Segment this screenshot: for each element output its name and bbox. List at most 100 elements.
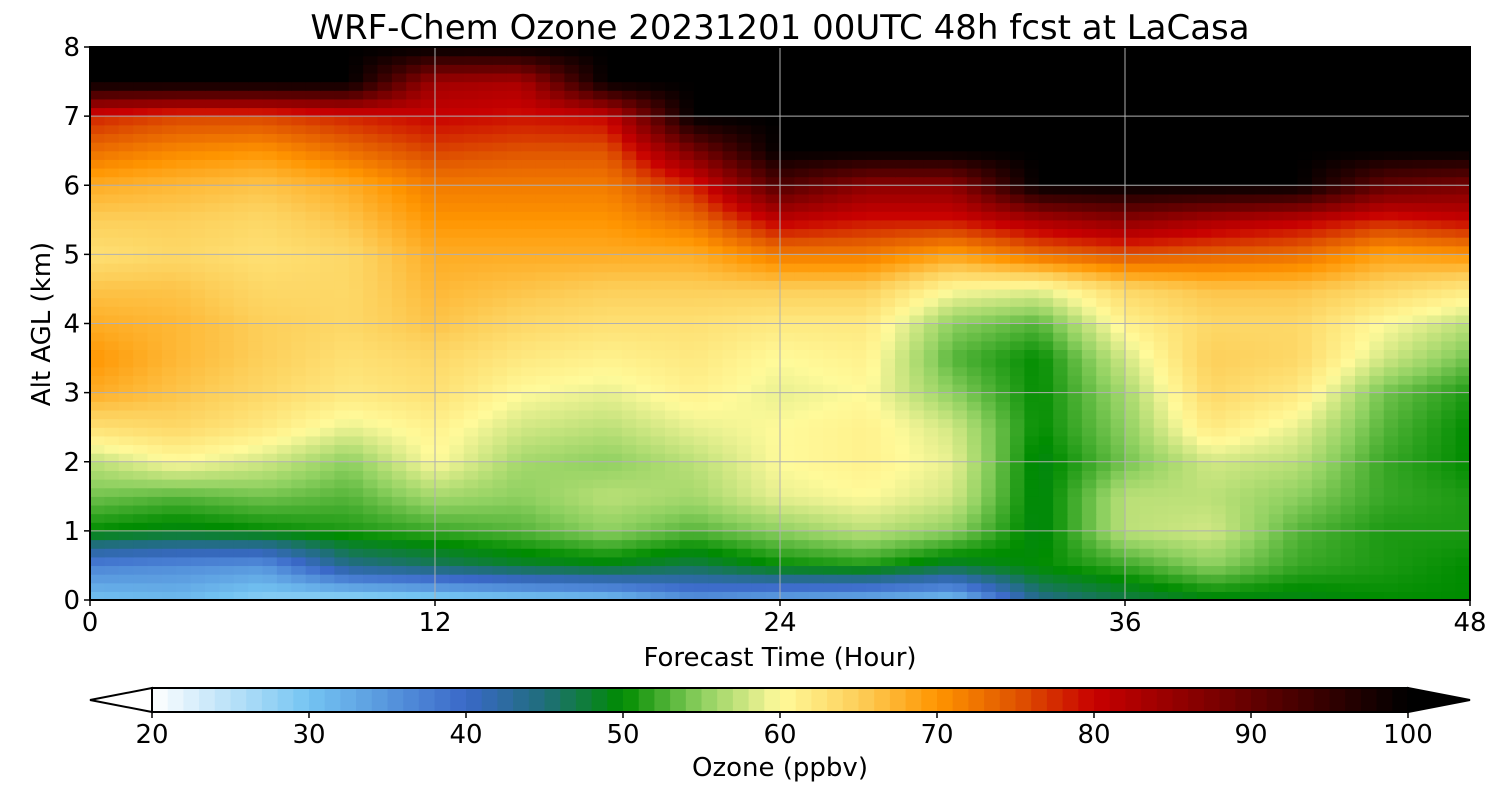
heatmap-cell	[1455, 306, 1471, 316]
heatmap-cell	[391, 332, 407, 342]
heatmap-cell	[219, 513, 235, 523]
heatmap-cell	[348, 167, 364, 178]
heatmap-cell	[751, 383, 767, 394]
heatmap-cell	[291, 392, 307, 402]
heatmap-cell	[1455, 409, 1471, 420]
heatmap-cell	[147, 340, 163, 351]
heatmap-cell	[593, 280, 609, 290]
heatmap-cell	[1383, 340, 1399, 351]
heatmap-cell	[291, 513, 307, 523]
heatmap-cell	[1254, 574, 1270, 584]
heatmap-cell	[291, 556, 307, 567]
heatmap-cell	[320, 358, 335, 368]
heatmap-cell	[751, 556, 767, 567]
heatmap-cell	[1240, 228, 1255, 238]
heatmap-cell	[1268, 358, 1284, 368]
heatmap-cell	[118, 263, 134, 273]
heatmap-cell	[463, 496, 479, 506]
heatmap-cell	[190, 409, 206, 420]
heatmap-cell	[248, 513, 264, 523]
heatmap-cell	[794, 530, 810, 541]
heatmap-cell	[1426, 193, 1442, 204]
heatmap-cell	[995, 409, 1011, 420]
heatmap-cell	[1081, 479, 1097, 489]
heatmap-cell	[1182, 280, 1198, 290]
heatmap-cell	[363, 150, 379, 160]
heatmap-cell	[808, 288, 824, 299]
heatmap-cell	[406, 306, 422, 316]
heatmap-cell	[90, 202, 105, 212]
heatmap-cell	[679, 556, 695, 567]
heatmap-cell	[1283, 358, 1299, 368]
heatmap-cell	[435, 245, 450, 255]
heatmap-cell	[1355, 366, 1370, 376]
heatmap-cell	[909, 176, 925, 186]
heatmap-cell	[133, 513, 149, 523]
heatmap-cell	[952, 513, 968, 523]
heatmap-cell	[981, 453, 997, 463]
heatmap-cell	[492, 548, 508, 558]
heatmap-cell	[995, 159, 1011, 169]
heatmap-cell	[1168, 340, 1184, 351]
heatmap-cell	[506, 427, 522, 437]
heatmap-cell	[880, 479, 896, 489]
heatmap-cell	[851, 332, 867, 342]
heatmap-cell	[161, 167, 177, 178]
heatmap-cell	[866, 453, 882, 463]
heatmap-cell	[1038, 159, 1054, 169]
heatmap-cell	[1225, 375, 1241, 385]
heatmap-cell	[564, 314, 580, 325]
heatmap-cell	[535, 565, 551, 575]
heatmap-cell	[578, 332, 594, 342]
heatmap-cell	[478, 314, 494, 325]
heatmap-cell	[1010, 479, 1025, 489]
heatmap-cell	[895, 159, 910, 169]
heatmap-cell	[1067, 582, 1083, 592]
heatmap-cell	[248, 358, 264, 368]
heatmap-cell	[1024, 565, 1040, 575]
heatmap-cell	[665, 401, 680, 411]
heatmap-cell	[1168, 202, 1184, 212]
heatmap-cell	[923, 591, 939, 601]
heatmap-cell	[1125, 453, 1140, 463]
heatmap-cell	[248, 228, 264, 238]
heatmap-cell	[233, 582, 249, 592]
heatmap-cell	[1311, 263, 1327, 273]
heatmap-cell	[1340, 487, 1356, 497]
heatmap-cell	[837, 202, 853, 212]
heatmap-cell	[1326, 530, 1342, 541]
heatmap-cell	[1383, 582, 1399, 592]
heatmap-cell	[1081, 280, 1097, 290]
heatmap-cell	[765, 193, 781, 204]
heatmap-cell	[377, 176, 393, 186]
heatmap-cell	[880, 470, 896, 480]
heatmap-cell	[1182, 591, 1198, 601]
heatmap-cell	[521, 288, 537, 299]
heatmap-cell	[1398, 228, 1414, 238]
heatmap-cell	[722, 565, 738, 575]
heatmap-cell	[219, 522, 235, 532]
heatmap-cell	[1125, 401, 1140, 411]
heatmap-cell	[995, 453, 1011, 463]
heatmap-cell	[535, 245, 551, 255]
heatmap-cell	[506, 392, 522, 402]
heatmap-cell	[1398, 539, 1414, 549]
heatmap-cell	[334, 314, 350, 325]
heatmap-cell	[665, 574, 680, 584]
heatmap-cell	[1340, 366, 1356, 376]
heatmap-cell	[90, 245, 105, 255]
heatmap-cell	[506, 211, 522, 221]
heatmap-cell	[1038, 435, 1054, 446]
heatmap-cell	[736, 496, 752, 506]
heatmap-cell	[880, 297, 896, 307]
heatmap-cell	[1311, 150, 1327, 160]
heatmap-cell	[895, 504, 910, 515]
heatmap-cell	[722, 427, 738, 437]
heatmap-cell	[492, 530, 508, 541]
heatmap-cell	[607, 297, 623, 307]
heatmap-cell	[909, 150, 925, 160]
heatmap-cell	[535, 332, 551, 342]
heatmap-cell	[1081, 306, 1097, 316]
heatmap-cell	[1125, 323, 1140, 333]
heatmap-cell	[981, 548, 997, 558]
